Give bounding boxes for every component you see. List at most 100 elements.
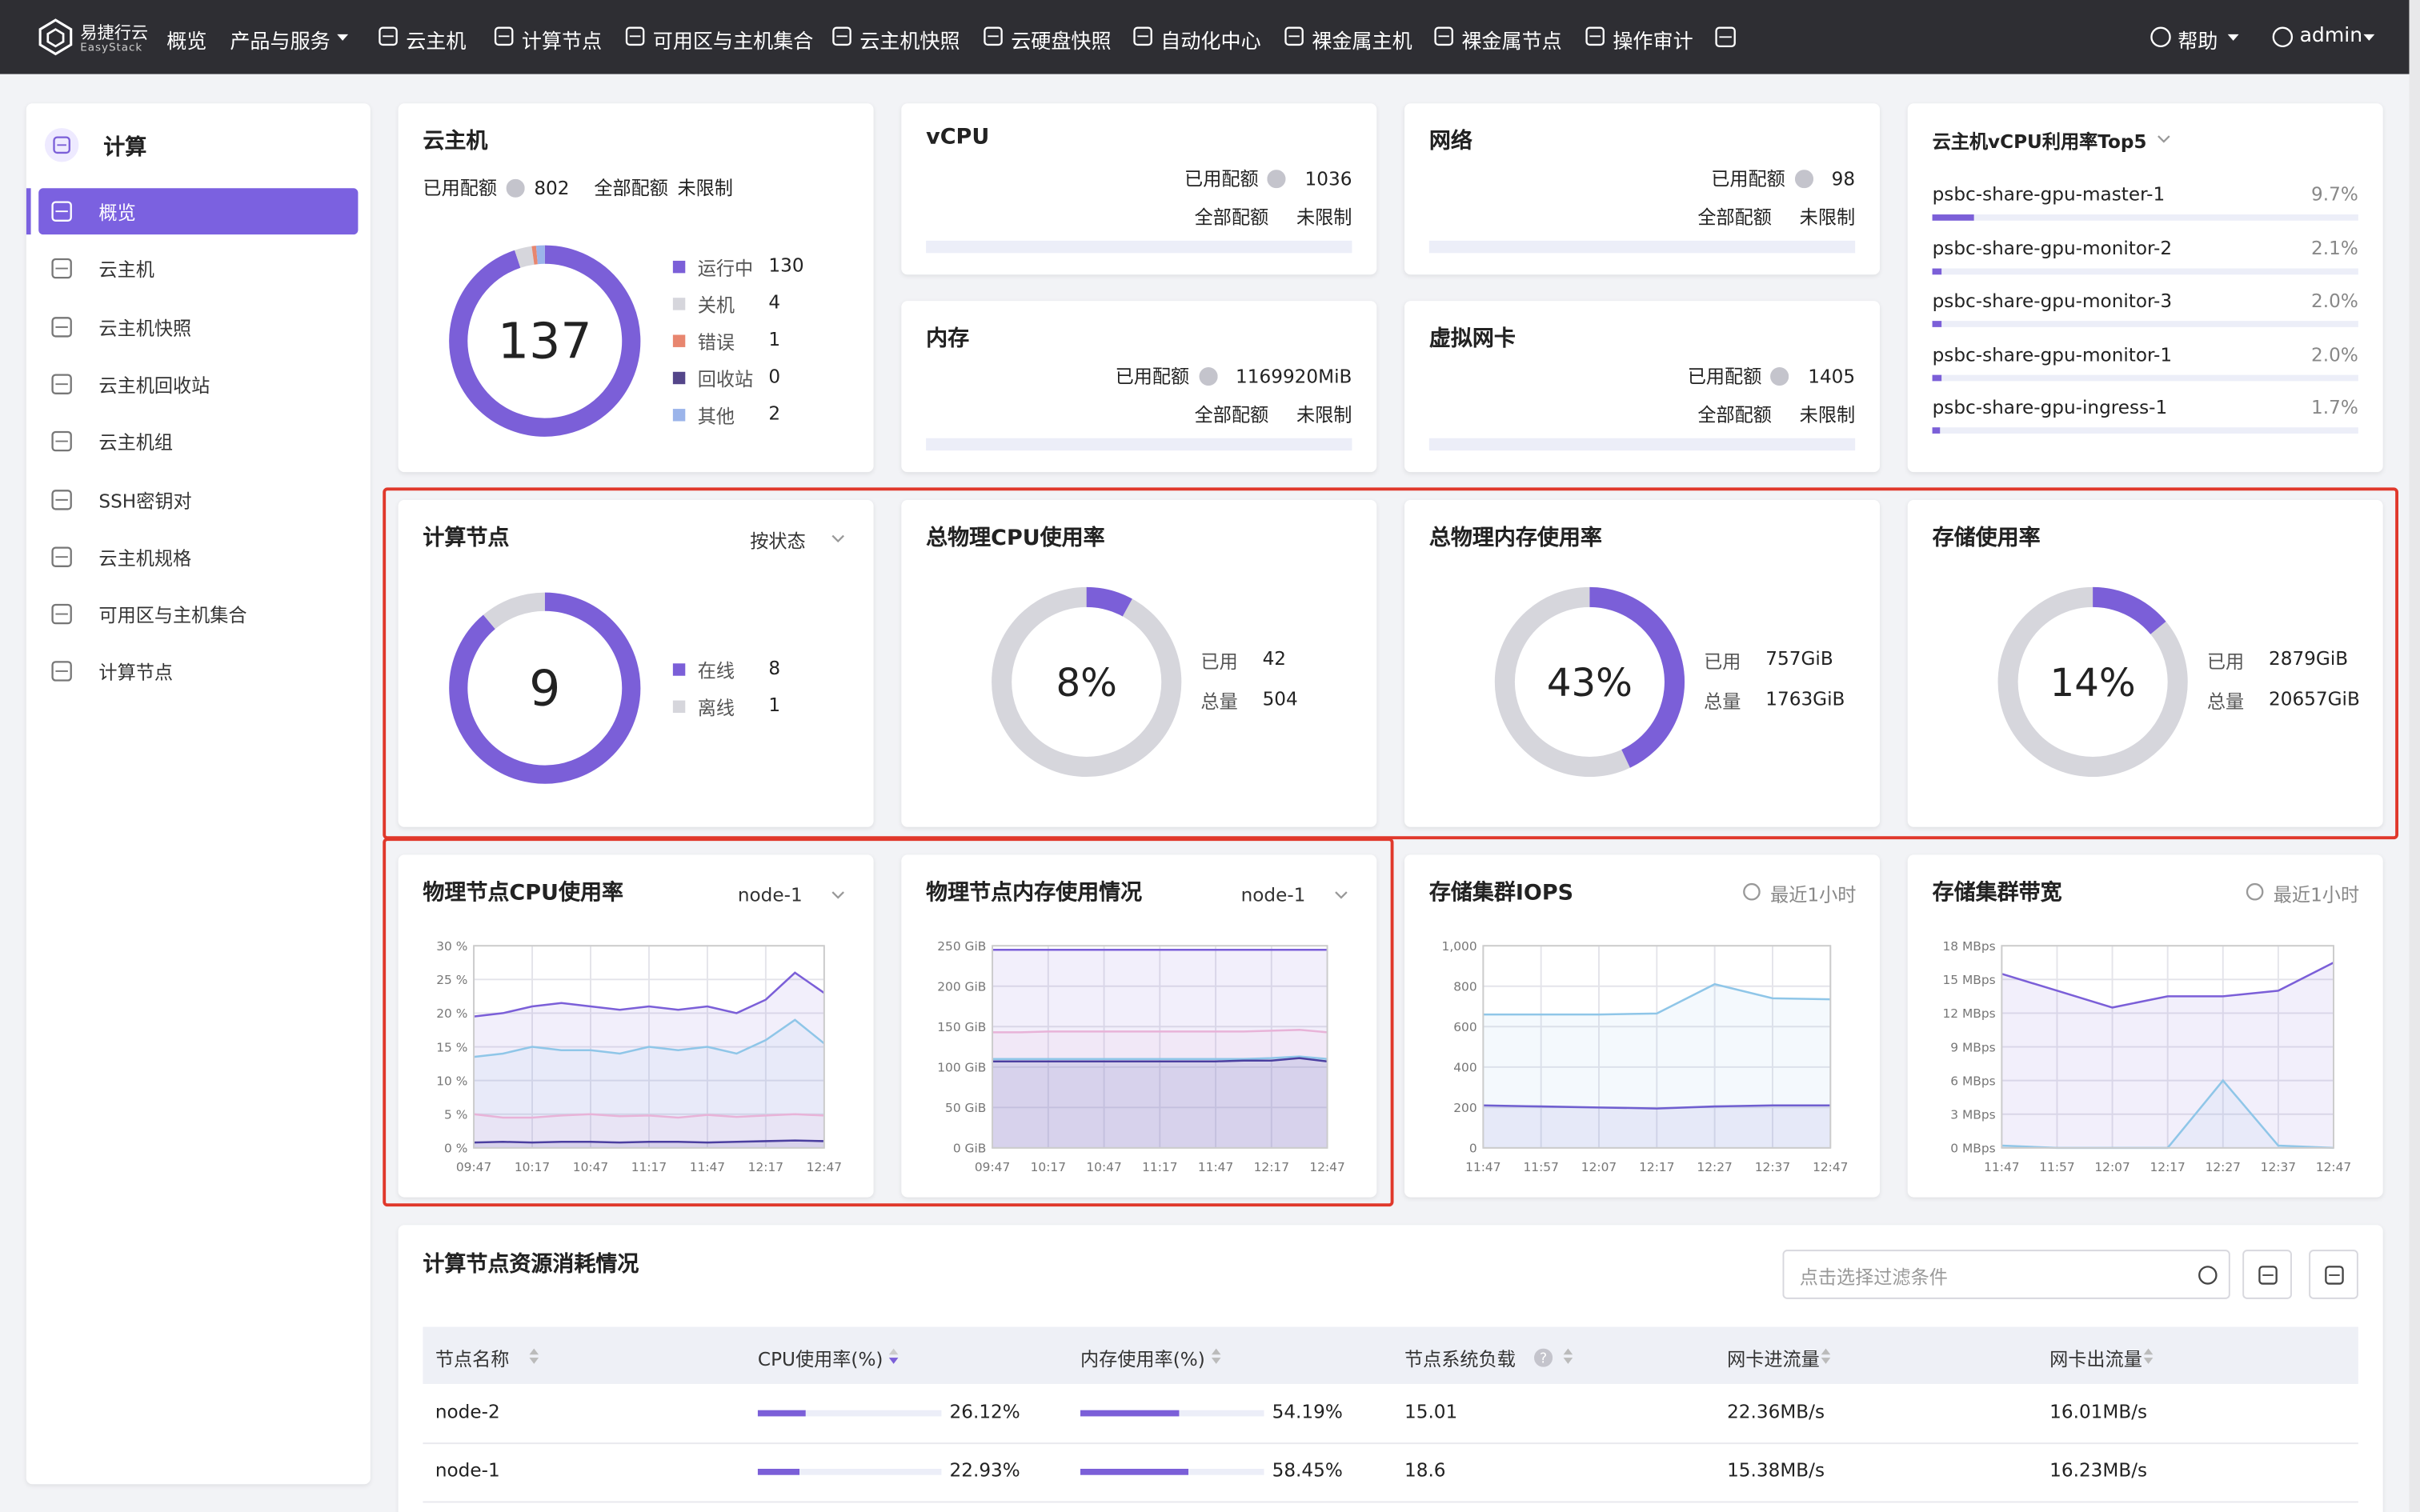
row-divider <box>423 1442 2358 1445</box>
stat-value: 42 <box>1262 647 1287 670</box>
x-tick-label: 10:47 <box>1086 1160 1121 1174</box>
donut: 14% <box>1997 586 2188 778</box>
active-accent <box>26 188 31 235</box>
nav-item[interactable]: 计算节点 <box>521 30 603 54</box>
nav-item[interactable]: 自动化中心 <box>1160 30 1261 54</box>
card-title: 总物理CPU使用率 <box>926 526 1105 551</box>
icon-shape <box>1743 882 1761 901</box>
icon-shape <box>1715 26 1736 48</box>
card-title: 存储集群IOPS <box>1428 881 1574 906</box>
range[interactable]: 最近1小时 <box>1770 884 1857 906</box>
icon <box>1585 26 1605 46</box>
sidebar-item[interactable]: 云主机规格 <box>98 547 192 570</box>
donut-segment <box>449 245 641 437</box>
y-tick-label: 0 GiB <box>953 1142 987 1156</box>
x-tick-label: 12:07 <box>2094 1160 2130 1174</box>
sidebar-item[interactable]: 云主机组 <box>98 432 174 454</box>
icon <box>2272 26 2294 48</box>
column-header[interactable]: CPU使用率(%) <box>757 1348 883 1370</box>
quota-label: 全部配额 <box>1697 206 1772 229</box>
icon <box>379 26 398 46</box>
vm-card: 云主机 已用配额 802 全部配额 未限制 137 运行中 130 关机 4 错误 1 回收站 0 其他 2 <box>398 103 874 473</box>
nav-item[interactable]: 裸金属节点 <box>1461 30 1562 54</box>
top5-track <box>1932 321 2358 327</box>
sort-up <box>1211 1348 1221 1355</box>
nav-item[interactable]: 产品与服务 <box>230 30 331 54</box>
select[interactable]: node-1 <box>737 884 803 906</box>
y-tick-label: 10 % <box>436 1074 467 1088</box>
nav-item[interactable]: 裸金属主机 <box>1312 30 1412 54</box>
legend-value: 1 <box>768 328 781 350</box>
stat-label: 总量 <box>1200 690 1238 713</box>
chart-card: 物理节点内存使用情况 node-1 0 GiB 50 GiB 100 GiB 150 Gi… <box>901 854 1377 1198</box>
sidebar-item[interactable]: 计算节点 <box>98 662 174 685</box>
nav-item[interactable]: 云主机 <box>406 30 467 54</box>
icon-shape <box>2325 1266 2344 1285</box>
nav-item[interactable]: 云硬盘快照 <box>1011 30 1112 54</box>
sidebar-item[interactable]: 云主机快照 <box>98 317 192 339</box>
x-tick-label: 12:27 <box>1697 1160 1732 1174</box>
card-title: 云主机vCPU利用率Top5 <box>1932 130 2147 153</box>
legend-value: 0 <box>768 366 781 388</box>
x-tick-label: 10:17 <box>515 1160 550 1174</box>
icon-shape <box>1284 26 1304 46</box>
donut: 43% <box>1494 586 1685 778</box>
column-header[interactable]: 网卡出流量 <box>2049 1348 2142 1370</box>
icon-button[interactable] <box>2242 1250 2292 1299</box>
quota-label: 全部配额 <box>1697 404 1772 426</box>
column-header[interactable]: 网卡进流量 <box>1727 1348 1820 1370</box>
y-tick-label: 0 % <box>444 1142 467 1156</box>
legend-swatch <box>672 700 686 713</box>
select[interactable]: node-1 <box>1240 884 1306 906</box>
cell: 15.01 <box>1404 1401 1458 1423</box>
help-icon <box>1268 169 1287 188</box>
y-tick-label: 12 MBps <box>1942 1006 1995 1021</box>
y-tick-label: 600 <box>1453 1020 1476 1034</box>
y-tick-label: 15 MBps <box>1942 973 1995 987</box>
sidebar-item[interactable]: 概览 <box>98 202 136 224</box>
user[interactable]: admin <box>2299 24 2363 48</box>
x-tick-label: 12:17 <box>748 1160 783 1174</box>
icon <box>2158 135 2170 143</box>
icon <box>2258 1266 2278 1285</box>
select[interactable]: 按状态 <box>750 530 806 553</box>
sidebar-item[interactable]: 可用区与主机集合 <box>98 605 247 627</box>
icon-shape <box>506 178 525 197</box>
y-tick-label: 200 GiB <box>937 980 986 994</box>
stat-label: 总量 <box>2206 690 2245 713</box>
plot-border <box>2001 945 2334 1149</box>
column-header[interactable]: 节点名称 <box>435 1348 510 1370</box>
sidebar-item[interactable]: SSH密钥对 <box>98 490 192 512</box>
column-header[interactable]: 内存使用率(%) <box>1080 1348 1205 1370</box>
top5-card: 云主机vCPU利用率Top5 psbc-share-gpu-master-1 9.7… <box>1907 103 2383 473</box>
quota-row: 已用配额 98 <box>1429 165 1855 191</box>
column-header[interactable]: 节点系统负载 <box>1404 1348 1516 1370</box>
icon <box>51 546 72 567</box>
icon <box>1284 26 1304 46</box>
top5-name: psbc-share-gpu-master-1 <box>1932 183 2166 206</box>
sort-up <box>888 1348 899 1355</box>
legend-swatch <box>672 260 686 274</box>
nav-item[interactable]: 概览 <box>166 30 207 54</box>
icon-shape <box>51 604 72 625</box>
stat-label: 总量 <box>1704 690 1741 713</box>
range[interactable]: 最近1小时 <box>2273 884 2360 906</box>
icon-button[interactable] <box>2309 1250 2358 1299</box>
filter-input[interactable]: 点击选择过滤条件 <box>1782 1250 2230 1299</box>
help[interactable]: 帮助 <box>2178 30 2218 54</box>
quota-track <box>1428 240 1856 254</box>
sidebar-item[interactable]: 云主机回收站 <box>98 374 210 397</box>
sort-down <box>529 1358 539 1364</box>
nav-item[interactable]: 可用区与主机集合 <box>652 30 814 54</box>
nav-item[interactable]: 云主机快照 <box>859 30 960 54</box>
sidebar: 计算概览云主机云主机快照云主机回收站 云主机组 SSH密钥对 云主机规格可用区与主机集… <box>26 103 371 1485</box>
sidebar-title: 计算 <box>103 135 147 161</box>
series-area <box>474 1114 824 1148</box>
icon <box>51 258 72 279</box>
nav-item[interactable]: 操作审计 <box>1613 30 1693 54</box>
sidebar-item[interactable]: 云主机 <box>98 259 154 282</box>
icon-shape <box>2272 26 2294 48</box>
x-tick-label: 11:17 <box>1142 1160 1177 1174</box>
top5-name: psbc-share-gpu-ingress-1 <box>1932 396 2168 418</box>
